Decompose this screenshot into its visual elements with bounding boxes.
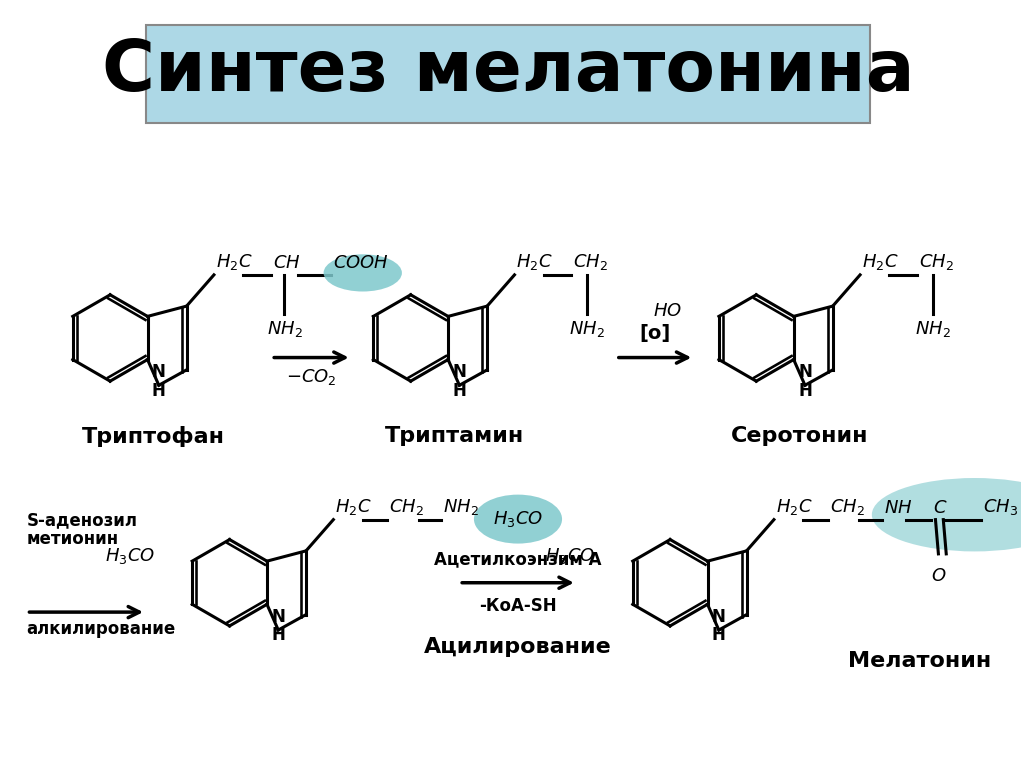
Text: $NH_2$: $NH_2$ [266, 319, 302, 339]
Text: N: N [453, 363, 466, 381]
Text: H: H [152, 382, 166, 400]
Text: алкилирование: алкилирование [27, 620, 176, 638]
Text: [о]: [о] [639, 324, 671, 343]
Text: метионин: метионин [27, 531, 119, 548]
Text: N: N [798, 363, 812, 381]
Text: Мелатонин: Мелатонин [848, 651, 991, 671]
Text: H: H [453, 382, 466, 400]
Text: $NH_2$: $NH_2$ [569, 319, 605, 339]
Text: Триптофан: Триптофан [82, 426, 225, 447]
Ellipse shape [474, 495, 562, 544]
Text: $-CO_2$: $-CO_2$ [286, 367, 337, 387]
FancyBboxPatch shape [146, 25, 870, 123]
Text: Триптамин: Триптамин [385, 426, 524, 446]
Text: $HO$: $HO$ [652, 302, 682, 321]
Text: $CH_3$: $CH_3$ [983, 497, 1019, 517]
Text: $CH$: $CH$ [272, 254, 300, 272]
Text: $H_2C$: $H_2C$ [862, 252, 899, 272]
Text: $CH_2$: $CH_2$ [829, 497, 864, 517]
Text: $O$: $O$ [931, 567, 946, 584]
Text: $COOH$: $COOH$ [334, 254, 389, 272]
Text: S-аденозил: S-аденозил [27, 511, 137, 529]
Text: $NH_2$: $NH_2$ [914, 319, 950, 339]
Text: $H_3CO$: $H_3CO$ [493, 509, 543, 529]
Text: $NH_2$: $NH_2$ [443, 497, 479, 517]
Text: Серотонин: Серотонин [731, 426, 868, 446]
Text: $H_2C$: $H_2C$ [776, 497, 812, 517]
Text: H: H [271, 627, 286, 644]
Text: $CH_2$: $CH_2$ [389, 497, 424, 517]
Text: N: N [271, 608, 286, 626]
Text: N: N [152, 363, 166, 381]
Text: $CH_2$: $CH_2$ [919, 252, 953, 272]
Ellipse shape [871, 478, 1024, 551]
Text: H: H [712, 627, 726, 644]
Text: $H_3CO$: $H_3CO$ [104, 546, 155, 566]
Text: H: H [798, 382, 812, 400]
Text: $H_2C$: $H_2C$ [335, 497, 372, 517]
Text: $C$: $C$ [933, 499, 947, 517]
Text: Синтез мелатонина: Синтез мелатонина [102, 37, 914, 106]
Text: $CH_2$: $CH_2$ [573, 252, 608, 272]
Text: $H_2C$: $H_2C$ [516, 252, 553, 272]
Text: N: N [712, 608, 726, 626]
Text: -КоА-SH: -КоА-SH [479, 597, 557, 615]
Text: $H_2C$: $H_2C$ [216, 252, 253, 272]
Ellipse shape [324, 255, 401, 291]
Text: $H_3CO$: $H_3CO$ [546, 546, 596, 566]
Text: Ацилирование: Ацилирование [424, 637, 612, 657]
Text: Ацетилкоэнзим А: Ацетилкоэнзим А [434, 550, 602, 568]
Text: $NH$: $NH$ [884, 499, 912, 517]
